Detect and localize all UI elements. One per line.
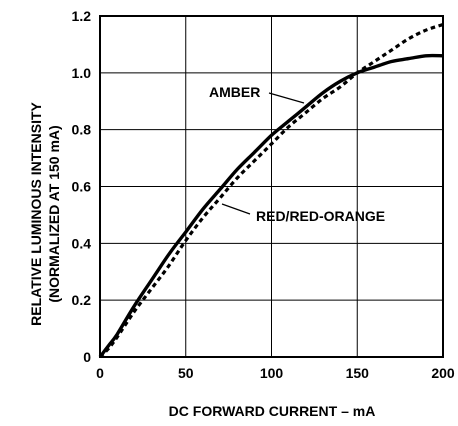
- annotation-label: AMBER: [209, 84, 260, 100]
- y-tick-label: 1.2: [72, 8, 92, 24]
- x-tick-label: 50: [178, 365, 194, 381]
- annotation-leader-line: [268, 92, 305, 104]
- series-group: [98, 22, 444, 359]
- tick-labels: 0 50 100 150 200 0 0.2 0.4 0.6 0.8 1.0 1.2: [72, 8, 455, 381]
- series-line-red-red-orange: [98, 22, 444, 359]
- y-tick-label: 0: [83, 349, 91, 365]
- x-tick-label: 200: [431, 365, 455, 381]
- x-tick-label: 0: [96, 365, 104, 381]
- y-tick-label: 0.4: [72, 235, 92, 251]
- annotation-leader-line: [221, 203, 251, 215]
- y-axis-label-line2: (NORMALIZED AT 150 mA): [46, 125, 62, 302]
- x-tick-label: 150: [346, 365, 370, 381]
- y-tick-label: 0.2: [72, 292, 92, 308]
- y-tick-label: 1.0: [72, 65, 92, 81]
- grid: [100, 16, 443, 357]
- x-tick-label: 100: [260, 365, 284, 381]
- y-tick-label: 0.6: [72, 179, 92, 195]
- y-axis-label-line1: RELATIVE LUMINOUS INTENSITY: [28, 101, 44, 325]
- annotation-label: RED/RED-ORANGE: [256, 208, 385, 224]
- annotations: AMBER RED/RED-ORANGE: [209, 84, 385, 224]
- x-axis-label: DC FORWARD CURRENT – mA: [169, 403, 376, 419]
- plot-frame: [99, 15, 444, 358]
- y-tick-label: 0.8: [72, 122, 92, 138]
- series-line-amber: [98, 53, 444, 359]
